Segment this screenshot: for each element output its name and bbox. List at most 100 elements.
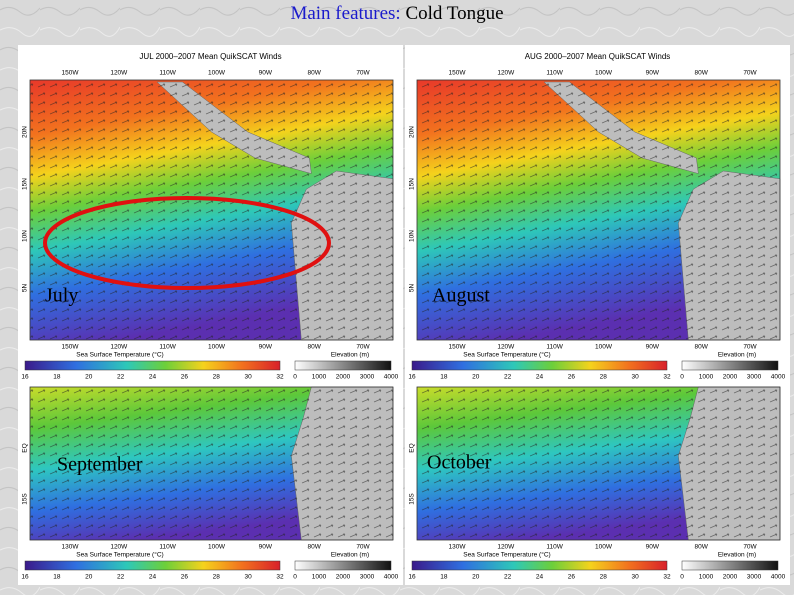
lat-tick-label: 5N	[409, 284, 416, 293]
lon-tick-label: 120W	[110, 344, 128, 351]
sst-tick-label: 24	[149, 374, 157, 381]
elevation-colorbar	[681, 560, 779, 571]
sst-colorbar	[411, 560, 668, 571]
lon-tick-label: 100W	[595, 544, 613, 551]
sst-tick-label: 30	[245, 374, 253, 381]
lat-tick-label: 5N	[22, 284, 29, 293]
lat-tick-label: EQ	[22, 443, 29, 452]
sst-tick-label: 20	[472, 574, 480, 581]
sst-tick-label: 18	[440, 374, 448, 381]
lat-tick-label: EQ	[409, 443, 416, 452]
lon-tick-label: 110W	[159, 544, 176, 551]
lon-tick-label: 130W	[449, 544, 467, 551]
elevation-tick-label: 2000	[336, 574, 351, 581]
sst-caption: Sea Surface Temperature (°C)	[76, 351, 163, 359]
elevation-caption: Elevation (m)	[718, 552, 756, 559]
elevation-colorbar	[294, 560, 392, 571]
sst-tick-label: 18	[440, 574, 448, 581]
elevation-tick-label: 1000	[699, 574, 714, 581]
lon-tick-label: 100W	[595, 344, 613, 351]
lon-tick-label: 130W	[62, 544, 80, 551]
elevation-caption: Elevation (m)	[718, 352, 756, 359]
sst-tick-label: 20	[472, 374, 480, 381]
sst-tick-label: 26	[568, 374, 576, 381]
lon-tick-label: 100W	[208, 544, 226, 551]
lon-tick-label: 70W	[743, 544, 757, 551]
elevation-tick-label: 4000	[771, 374, 786, 381]
sst-tick-label: 18	[53, 374, 61, 381]
panel-header: AUG 2000–2007 Mean QuikSCAT Winds	[525, 52, 671, 61]
month-label: July	[45, 285, 78, 307]
lat-tick-label: 15N	[409, 178, 416, 190]
sst-tick-label: 32	[663, 374, 671, 381]
lat-tick-label: 10N	[22, 230, 29, 242]
sst-tick-label: 30	[245, 574, 253, 581]
lat-tick-label: 15S	[409, 493, 416, 505]
sst-tick-label: 32	[276, 574, 284, 581]
map-border	[29, 386, 394, 541]
elevation-tick-label: 3000	[360, 374, 375, 381]
elevation-tick-label: 0	[293, 574, 297, 581]
lon-tick-label: 70W	[743, 344, 757, 351]
elevation-tick-label: 1000	[699, 374, 714, 381]
elevation-tick-label: 1000	[312, 374, 327, 381]
elevation-tick-label: 4000	[771, 574, 786, 581]
lon-tick-label: 100W	[208, 344, 226, 351]
sst-tick-label: 30	[632, 574, 640, 581]
elevation-colorbar	[294, 360, 392, 371]
sst-tick-label: 26	[181, 574, 189, 581]
elevation-tick-label: 0	[680, 374, 684, 381]
lon-tick-label: 70W	[356, 344, 370, 351]
lat-tick-label: 20N	[409, 126, 416, 138]
elevation-tick-label: 4000	[384, 374, 399, 381]
sst-tick-label: 22	[504, 374, 512, 381]
wind-vectors	[417, 80, 780, 340]
title-rest: Cold Tongue	[405, 3, 503, 24]
sst-tick-label: 28	[213, 574, 221, 581]
lon-tick-label: 120W	[110, 544, 128, 551]
sst-tick-label: 26	[181, 374, 189, 381]
lat-tick-label: 15S	[22, 493, 29, 505]
lon-tick-label: 80W	[694, 70, 708, 77]
map-panel: JUL 2000–2007 Mean QuikSCAT Winds 150W 150…	[18, 45, 403, 385]
lon-tick-label: 90W	[646, 70, 660, 77]
sst-tick-label: 24	[149, 574, 157, 581]
wind-vectors	[30, 387, 393, 540]
elevation-colorbar	[681, 360, 779, 371]
sst-tick-label: 20	[85, 374, 93, 381]
sst-colorbar	[24, 360, 281, 371]
sst-tick-label: 20	[85, 574, 93, 581]
sst-tick-label: 24	[536, 574, 544, 581]
sst-caption: Sea Surface Temperature (°C)	[463, 351, 550, 359]
sst-tick-label: 28	[600, 374, 608, 381]
lon-tick-label: 110W	[546, 70, 563, 77]
sst-tick-label: 16	[21, 574, 29, 581]
month-label: October	[427, 452, 492, 474]
lon-tick-label: 110W	[546, 544, 563, 551]
lon-tick-label: 80W	[307, 544, 321, 551]
lon-tick-label: 110W	[546, 344, 563, 351]
sst-tick-label: 16	[21, 374, 29, 381]
sst-tick-label: 28	[213, 374, 221, 381]
lon-tick-label: 70W	[743, 70, 757, 77]
elevation-tick-label: 2000	[723, 574, 738, 581]
lon-tick-label: 90W	[259, 344, 273, 351]
panel-header: JUL 2000–2007 Mean QuikSCAT Winds	[139, 52, 281, 61]
sst-tick-label: 26	[568, 574, 576, 581]
slide-title: Main features: Cold Tongue	[290, 3, 503, 24]
sst-tick-label: 28	[600, 574, 608, 581]
sst-tick-label: 30	[632, 374, 640, 381]
elevation-tick-label: 3000	[747, 574, 762, 581]
sst-tick-label: 16	[408, 574, 416, 581]
month-label: August	[432, 285, 490, 307]
sst-tick-label: 22	[117, 374, 125, 381]
map-border	[416, 79, 781, 341]
lon-tick-label: 90W	[259, 70, 273, 77]
elevation-tick-label: 1000	[312, 574, 327, 581]
lon-tick-label: 80W	[307, 344, 321, 351]
sst-tick-label: 32	[276, 374, 284, 381]
lon-tick-label: 110W	[159, 70, 176, 77]
map-panel: AUG 2000–2007 Mean QuikSCAT Winds 150W 150…	[405, 45, 790, 385]
sst-tick-label: 22	[504, 574, 512, 581]
